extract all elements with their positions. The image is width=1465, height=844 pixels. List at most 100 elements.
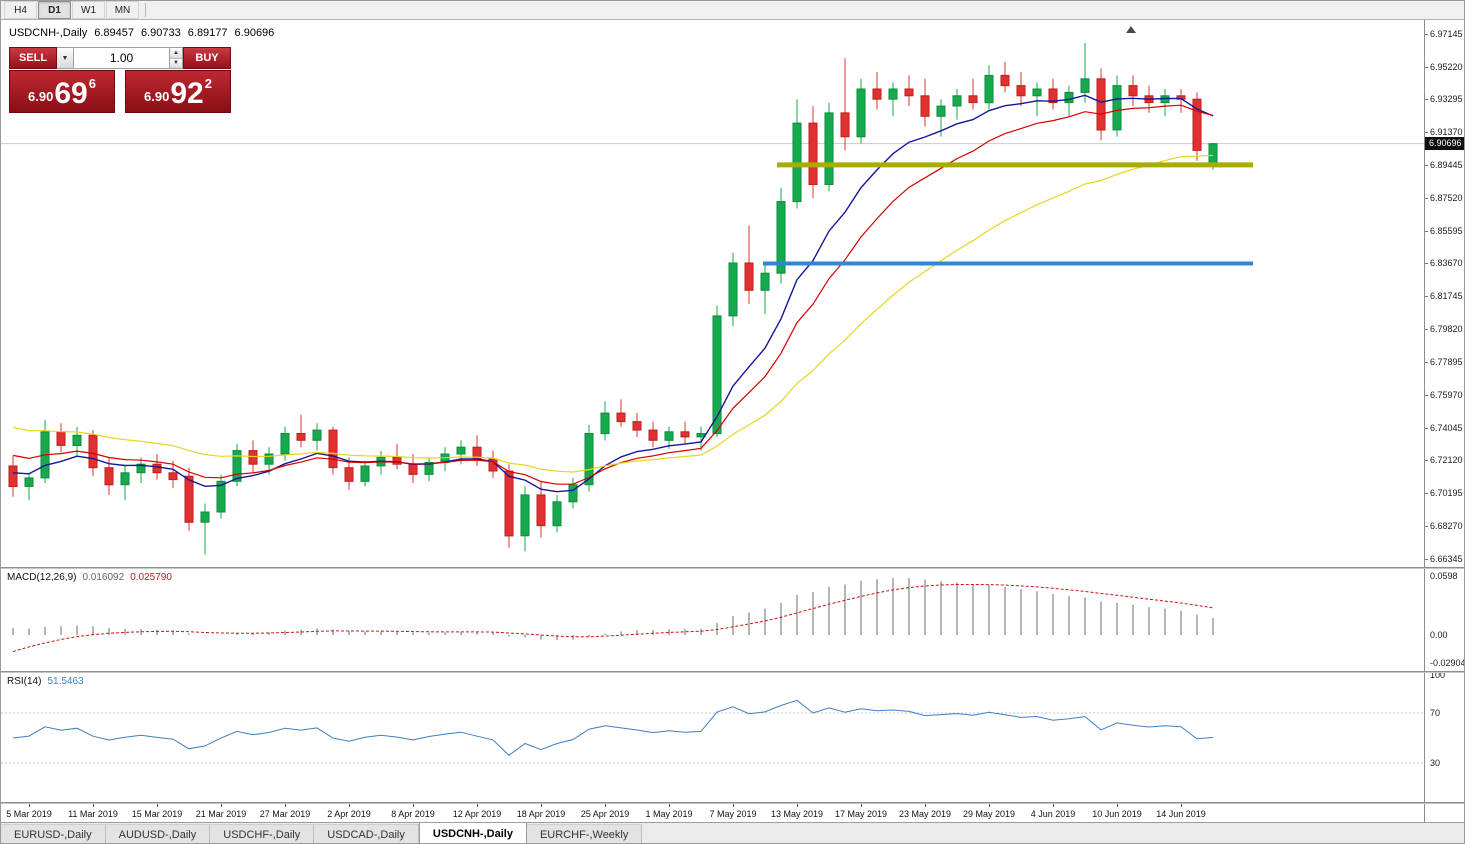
- date-axis-tick: [605, 804, 606, 807]
- buy-price-pip: 2: [204, 76, 212, 91]
- date-axis-label: 21 Mar 2019: [195, 809, 247, 819]
- volume-decrease-button[interactable]: ▼: [170, 58, 182, 68]
- volume-stepper: ▲ ▼: [170, 47, 183, 69]
- rsi-scale-70: 70: [1430, 708, 1441, 718]
- rsi-line-layer: [12, 699, 1214, 756]
- chart-tab-audusd-daily[interactable]: AUDUSD-,Daily: [105, 824, 211, 843]
- chart-tab-usdchf-daily[interactable]: USDCHF-,Daily: [210, 824, 315, 843]
- buy-price-main: 92: [170, 77, 204, 110]
- drawn-lines-layer: [763, 162, 1253, 266]
- rsi-indicator-pane[interactable]: RSI(14) 51.5463: [1, 673, 1424, 802]
- macd-indicator-pane[interactable]: MACD(12,26,9) 0.016092 0.025790: [1, 569, 1424, 671]
- macd-histogram-layer: [12, 578, 1214, 641]
- date-axis-label: 27 Mar 2019: [259, 809, 311, 819]
- timeframe-button-w1[interactable]: W1: [72, 1, 105, 19]
- macd-scale-zero: 0.00: [1430, 630, 1448, 640]
- date-axis-tick: [1117, 804, 1118, 807]
- date-axis-label: 8 Apr 2019: [391, 809, 435, 819]
- chart-tab-usdcnh-daily[interactable]: USDCNH-,Daily: [418, 822, 527, 843]
- price-scale-label: 6.72120: [1430, 455, 1463, 465]
- price-scale-label: 6.70195: [1430, 488, 1463, 498]
- timeframe-button-h4[interactable]: H4: [4, 1, 37, 19]
- date-axis-tick: [925, 804, 926, 807]
- macd-signal-value: 0.025790: [130, 572, 172, 583]
- price-scale-border: [1424, 20, 1425, 822]
- price-scale-tick: [1425, 526, 1428, 527]
- timeframe-button-d1[interactable]: D1: [38, 1, 71, 19]
- date-axis-tick: [157, 804, 158, 807]
- price-scale-label: 6.83670: [1430, 258, 1463, 268]
- chart-tab-eurchf-weekly[interactable]: EURCHF-,Weekly: [526, 824, 643, 843]
- chart-shift-marker[interactable]: [1126, 26, 1136, 33]
- chart-tab-bar: EURUSD-,Daily AUDUSD-,Daily USDCHF-,Daily U…: [1, 822, 1464, 843]
- price-scale-label: 6.89445: [1430, 160, 1463, 170]
- date-axis-tick: [285, 804, 286, 807]
- volume-input[interactable]: 1.00: [74, 47, 170, 69]
- macd-header: MACD(12,26,9) 0.016092 0.025790: [7, 572, 178, 583]
- chart-tab-eurusd-daily[interactable]: EURUSD-,Daily: [1, 824, 106, 843]
- one-click-trading-panel: SELL ▼ 1.00 ▲ ▼ BUY 6.90 69 6 6.90: [9, 47, 231, 113]
- candlestick-chart[interactable]: [1, 20, 1424, 567]
- close-value: 6.90696: [234, 27, 275, 39]
- date-axis-label: 17 May 2019: [834, 809, 888, 819]
- date-axis-tick: [797, 804, 798, 807]
- date-axis-label: 5 Mar 2019: [6, 809, 52, 819]
- date-axis-label: 14 Jun 2019: [1156, 809, 1206, 819]
- date-axis-tick: [29, 804, 30, 807]
- buy-price-prefix: 6.90: [144, 89, 170, 104]
- price-scale-tick: [1425, 165, 1428, 166]
- current-price-tag: 6.90696: [1425, 137, 1464, 150]
- price-scale-label: 6.97145: [1430, 29, 1463, 39]
- sell-price-main: 69: [54, 77, 88, 110]
- volume-dropdown-button[interactable]: ▼: [57, 47, 74, 69]
- rsi-title: RSI(14): [7, 676, 42, 687]
- toolbar-separator: [145, 3, 146, 17]
- macd-chart[interactable]: [1, 569, 1424, 671]
- price-scale[interactable]: 0.0598 0.00 -0.029049 100 70 30 6.90696 …: [1425, 20, 1464, 822]
- date-axis-label: 12 Apr 2019: [452, 809, 502, 819]
- trade-controls-row: SELL ▼ 1.00 ▲ ▼ BUY: [9, 47, 231, 69]
- date-axis-label: 13 May 2019: [770, 809, 824, 819]
- macd-scale-min: -0.029049: [1430, 658, 1464, 668]
- timeframe-button-mn[interactable]: MN: [106, 1, 139, 19]
- price-scale-label: 6.81745: [1430, 291, 1463, 301]
- buy-price-button[interactable]: 6.90 92 2: [125, 70, 231, 113]
- date-axis-tick: [93, 804, 94, 807]
- open-value: 6.89457: [94, 27, 134, 39]
- date-axis-tick: [733, 804, 734, 807]
- rsi-value: 51.5463: [47, 676, 84, 687]
- sell-price-button[interactable]: 6.90 69 6: [9, 70, 115, 113]
- date-axis-label: 29 May 2019: [962, 809, 1016, 819]
- date-axis-tick: [989, 804, 990, 807]
- pane-splitter-axis[interactable]: [1, 802, 1464, 804]
- macd-signal-layer: [12, 584, 1214, 652]
- date-axis-label: 2 Apr 2019: [327, 809, 371, 819]
- buy-button[interactable]: BUY: [183, 47, 231, 69]
- sell-button[interactable]: SELL: [9, 47, 57, 69]
- price-chart-pane[interactable]: USDCNH-,Daily 6.89457 6.90733 6.89177 6.9069…: [1, 20, 1424, 567]
- price-scale-label: 6.77895: [1430, 357, 1463, 367]
- price-scale-tick: [1425, 362, 1428, 363]
- price-scale-label: 6.91370: [1430, 127, 1463, 137]
- date-axis-label: 25 Apr 2019: [580, 809, 630, 819]
- price-scale-label: 6.93295: [1430, 94, 1463, 104]
- chart-tab-usdcad-daily[interactable]: USDCAD-,Daily: [314, 824, 419, 843]
- ma-lines-layer: [12, 94, 1214, 493]
- price-scale-tick: [1425, 231, 1428, 232]
- date-axis-label: 23 May 2019: [898, 809, 952, 819]
- price-scale-label: 6.75970: [1430, 390, 1463, 400]
- pane-splitter-macd[interactable]: [1, 567, 1464, 569]
- price-scale-tick: [1425, 460, 1428, 461]
- date-axis-label: 18 Apr 2019: [516, 809, 566, 819]
- macd-scale-max: 0.0598: [1430, 571, 1458, 581]
- rsi-header: RSI(14) 51.5463: [7, 676, 90, 687]
- date-axis[interactable]: 5 Mar 2019 11 Mar 2019 15 Mar 2019 21 Mar 2…: [1, 804, 1464, 822]
- volume-increase-button[interactable]: ▲: [170, 48, 182, 59]
- pane-splitter-rsi[interactable]: [1, 671, 1464, 673]
- rsi-levels-layer: [1, 712, 1424, 764]
- price-scale-label: 6.74045: [1430, 423, 1463, 433]
- rsi-chart[interactable]: [1, 673, 1424, 802]
- price-scale-label: 6.68270: [1430, 521, 1463, 531]
- macd-main-value: 0.016092: [82, 572, 125, 583]
